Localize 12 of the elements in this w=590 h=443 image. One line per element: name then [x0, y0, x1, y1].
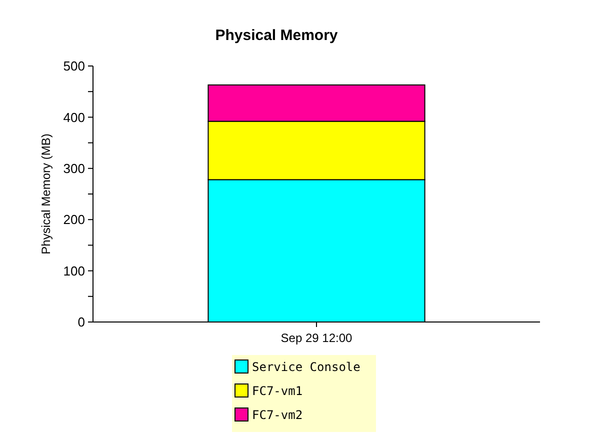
chart-title: Physical Memory [215, 27, 338, 44]
y-tick-label: 400 [63, 110, 85, 125]
y-tick-label: 300 [63, 160, 85, 176]
y-tick-label: 100 [63, 263, 85, 278]
y-axis-title: Physical Memory (MB) [39, 134, 53, 254]
legend-label: Service Console [252, 360, 360, 374]
y-tick-label: 500 [63, 58, 85, 74]
y-tick-label: 200 [63, 212, 85, 228]
legend-label: FC7-vm1 [252, 384, 303, 398]
x-tick-label: Sep 29 12:00 [280, 331, 353, 345]
legend-label: FC7-vm2 [252, 408, 303, 422]
y-tick-label: 0 [78, 314, 85, 330]
